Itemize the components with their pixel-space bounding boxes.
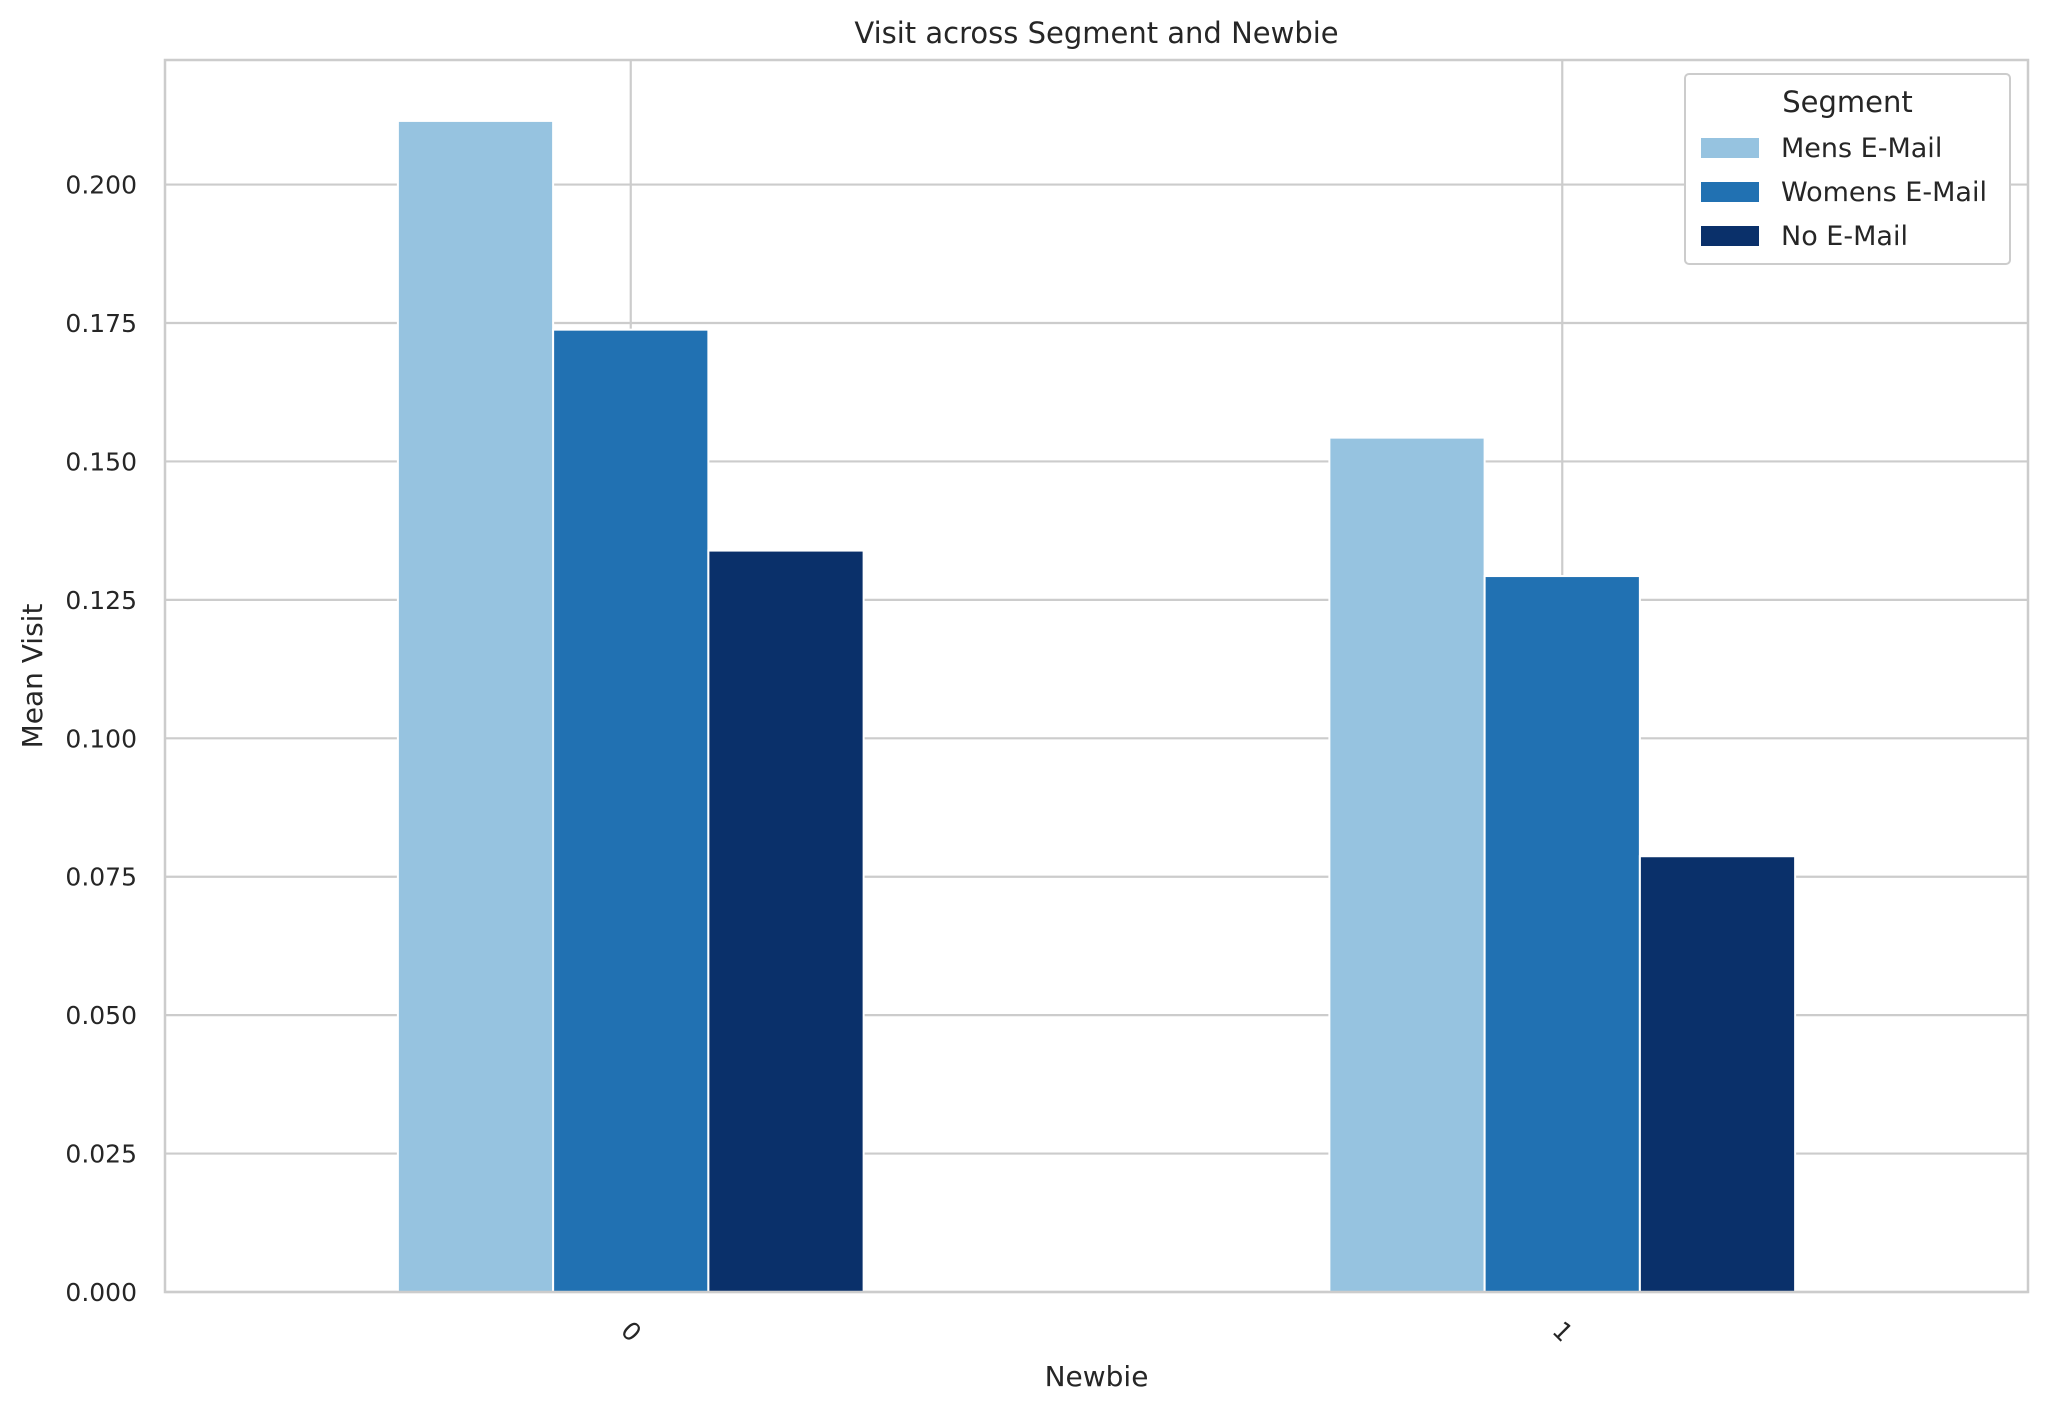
bar bbox=[552, 328, 710, 1294]
legend-label: Womens E-Mail bbox=[1781, 177, 1987, 208]
legend-title: Segment bbox=[1782, 85, 1913, 119]
bar bbox=[707, 549, 865, 1293]
legend-swatch bbox=[1701, 138, 1759, 158]
legend-swatch bbox=[1701, 182, 1759, 202]
x-axis-label: Newbie bbox=[1045, 1360, 1149, 1393]
legend-box bbox=[1684, 73, 2011, 265]
legend-label: No E-Mail bbox=[1781, 221, 1908, 252]
y-tick-label: 0.025 bbox=[65, 1140, 137, 1169]
y-tick-label: 0.050 bbox=[65, 1001, 137, 1030]
bar bbox=[396, 119, 555, 1294]
legend-swatch bbox=[1701, 226, 1759, 246]
y-tick-label: 0.125 bbox=[65, 586, 137, 615]
y-tick-label: 0.000 bbox=[65, 1278, 137, 1307]
bar bbox=[1328, 436, 1486, 1293]
chart-title: Visit across Segment and Newbie bbox=[854, 16, 1338, 50]
y-axis-label: Mean Visit bbox=[16, 604, 49, 749]
y-tick-label: 0.100 bbox=[65, 724, 137, 753]
legend: Segment Mens E-Mail Womens E-Mail No E-Mai… bbox=[1684, 73, 2011, 265]
legend-items: Mens E-Mail Womens E-Mail No E-Mail bbox=[1701, 133, 1987, 252]
y-tick-label: 0.150 bbox=[65, 447, 137, 476]
legend-label: Mens E-Mail bbox=[1781, 133, 1942, 164]
plot-frame bbox=[163, 58, 2030, 1294]
y-tick-label: 0.200 bbox=[65, 171, 137, 200]
y-tick-label: 0.175 bbox=[65, 309, 137, 338]
y-tick-labels: 0.000 0.025 0.050 0.075 0.100 0.125 0.150 0.175… bbox=[65, 171, 137, 1307]
bar bbox=[1638, 855, 1797, 1294]
y-tick-label: 0.075 bbox=[65, 863, 137, 892]
bars bbox=[396, 119, 1797, 1294]
bar bbox=[1483, 575, 1641, 1293]
